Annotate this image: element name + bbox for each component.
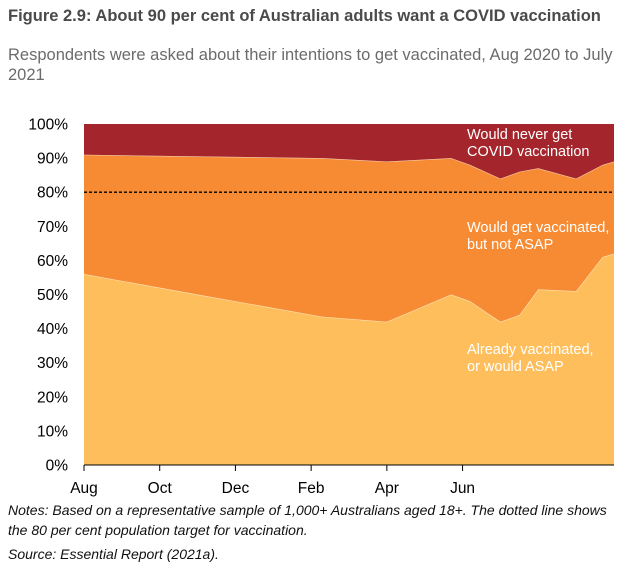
figure-source: Source: Essential Report (2021a).	[8, 546, 219, 562]
series-label: Already vaccinated, or would ASAP	[467, 342, 594, 375]
series-labels: Already vaccinated, or would ASAP Would ge…	[467, 127, 609, 375]
y-tick-label: 10%	[37, 423, 68, 440]
y-tick-label: 0%	[46, 458, 69, 475]
y-tick-label: 40%	[37, 321, 68, 338]
x-tick-label: Jun	[450, 480, 475, 497]
y-tick-label: 20%	[37, 389, 68, 406]
figure-title: Figure 2.9: About 90 per cent of Austral…	[8, 7, 601, 25]
y-tick-label: 70%	[37, 219, 68, 236]
x-tick-label: Oct	[148, 480, 173, 497]
series-label: Would never get COVID vaccination	[467, 127, 590, 160]
figure-subtitle: Respondents were asked about their inten…	[8, 46, 613, 84]
y-tick-label: 30%	[37, 355, 68, 372]
y-tick-label: 50%	[37, 287, 68, 304]
series-area-not-asap	[84, 154, 614, 322]
y-tick-label: 80%	[37, 185, 68, 202]
x-tick-label: Aug	[70, 480, 98, 497]
series-label: Would get vaccinated, but not ASAP	[467, 220, 609, 253]
axes: 0% 10% 20% 30% 40% 50% 60% 70% 80% 90% 100% Aug Oct D…	[28, 117, 614, 497]
x-tick-label: Dec	[222, 480, 250, 497]
figure-notes: Notes: Based on a representative sample …	[8, 502, 607, 538]
series-area-never	[84, 124, 614, 179]
series-areas	[83, 124, 615, 465]
series-area-already-vaccinated	[84, 253, 614, 465]
y-tick-label: 60%	[37, 253, 68, 270]
y-tick-label: 90%	[37, 151, 68, 168]
x-tick-label: Apr	[375, 480, 399, 497]
x-tick-label: Feb	[298, 480, 325, 497]
y-tick-label: 100%	[28, 117, 68, 134]
